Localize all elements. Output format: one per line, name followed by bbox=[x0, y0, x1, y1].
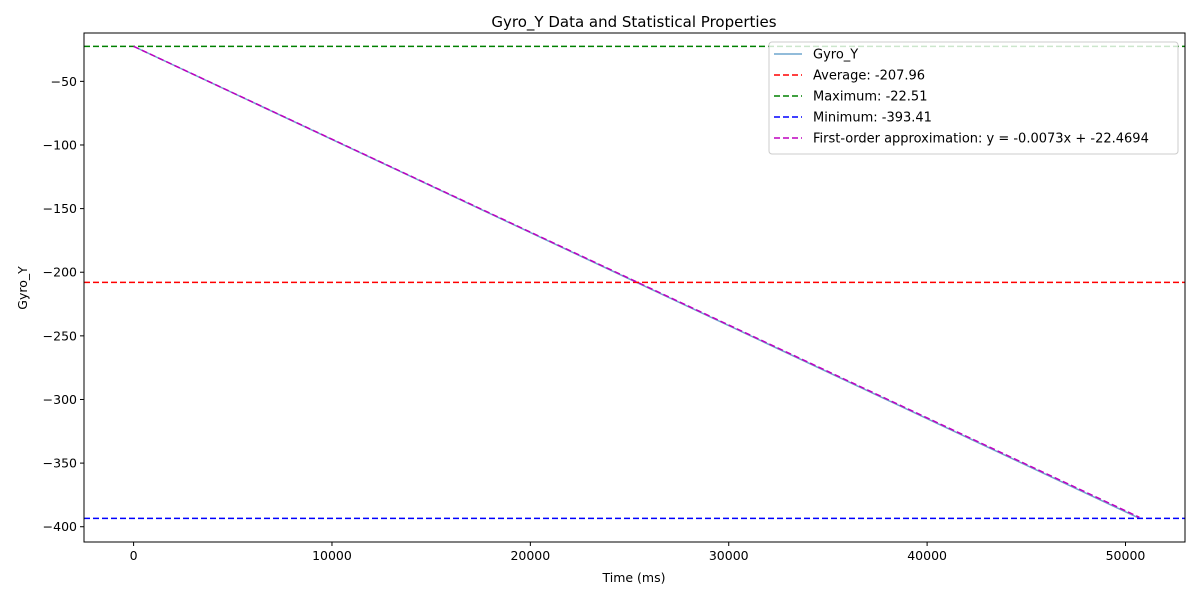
chart-title: Gyro_Y Data and Statistical Properties bbox=[491, 13, 776, 32]
y-tick-label: −150 bbox=[43, 201, 77, 216]
x-tick-label: 0 bbox=[130, 548, 138, 563]
series-line-4 bbox=[133, 45, 1140, 518]
legend-box bbox=[768, 41, 1179, 155]
legend-entry: First-order approximation: y = -0.0073x … bbox=[813, 132, 1149, 147]
y-tick-label: −300 bbox=[43, 392, 77, 407]
legend-entry: Average: -207.96 bbox=[813, 69, 925, 84]
y-axis: −50 −100 −150 −200 −250 −300 −350 −400 bbox=[43, 74, 84, 534]
legend-entry: Gyro_Y bbox=[813, 48, 858, 63]
plot-frame bbox=[83, 32, 1186, 543]
legend-entry: Maximum: -22.51 bbox=[813, 90, 927, 105]
x-tick-label: 40000 bbox=[907, 548, 947, 563]
x-axis-label: Time (ms) bbox=[601, 570, 665, 585]
y-axis-label: Gyro_Y bbox=[15, 266, 30, 310]
x-tick-label: 50000 bbox=[1106, 548, 1146, 563]
x-axis: 0 10000 20000 30000 40000 50000 bbox=[130, 542, 1146, 563]
x-tick-label: 10000 bbox=[312, 548, 352, 563]
x-tick-label: 30000 bbox=[709, 548, 749, 563]
y-tick-label: −400 bbox=[43, 519, 77, 534]
legend: Gyro_Y Average: -207.96 Maximum: -22.51 Min… bbox=[768, 41, 1179, 155]
legend-entry: Minimum: -393.41 bbox=[813, 111, 932, 126]
y-tick-label: −350 bbox=[43, 456, 77, 471]
y-tick-label: −100 bbox=[43, 137, 77, 152]
x-tick-label: 20000 bbox=[510, 548, 550, 563]
y-tick-label: −250 bbox=[43, 328, 77, 343]
plot-area bbox=[84, 45, 1185, 520]
y-tick-label: −200 bbox=[43, 265, 77, 280]
y-tick-label: −50 bbox=[51, 74, 77, 89]
